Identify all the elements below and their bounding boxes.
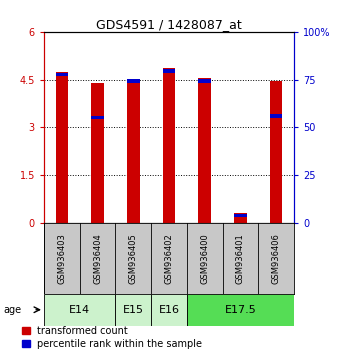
Text: GSM936400: GSM936400: [200, 233, 209, 284]
Title: GDS4591 / 1428087_at: GDS4591 / 1428087_at: [96, 18, 242, 31]
Text: E14: E14: [69, 305, 90, 315]
Bar: [91, 83, 104, 223]
Text: age: age: [3, 305, 22, 315]
Bar: [127, 79, 140, 83]
Bar: [163, 69, 175, 223]
Text: GSM936403: GSM936403: [57, 233, 66, 284]
Bar: [115, 294, 151, 326]
Text: GSM936404: GSM936404: [93, 233, 102, 284]
Bar: [198, 79, 211, 83]
Bar: [44, 294, 115, 326]
Bar: [270, 114, 283, 118]
Legend: transformed count, percentile rank within the sample: transformed count, percentile rank withi…: [22, 326, 202, 349]
Bar: [127, 80, 140, 223]
Bar: [187, 294, 294, 326]
Bar: [198, 78, 211, 223]
Bar: [151, 294, 187, 326]
Bar: [270, 81, 283, 223]
Text: GSM936402: GSM936402: [165, 233, 173, 284]
Text: GSM936401: GSM936401: [236, 233, 245, 284]
Text: GSM936406: GSM936406: [272, 233, 281, 284]
Text: E16: E16: [159, 305, 179, 315]
Bar: [91, 116, 104, 120]
Bar: [234, 214, 247, 217]
Text: E15: E15: [123, 305, 144, 315]
Bar: [55, 73, 68, 76]
Text: GSM936405: GSM936405: [129, 233, 138, 284]
Text: E17.5: E17.5: [224, 305, 256, 315]
Bar: [163, 69, 175, 73]
Bar: [234, 213, 247, 223]
Bar: [55, 72, 68, 223]
